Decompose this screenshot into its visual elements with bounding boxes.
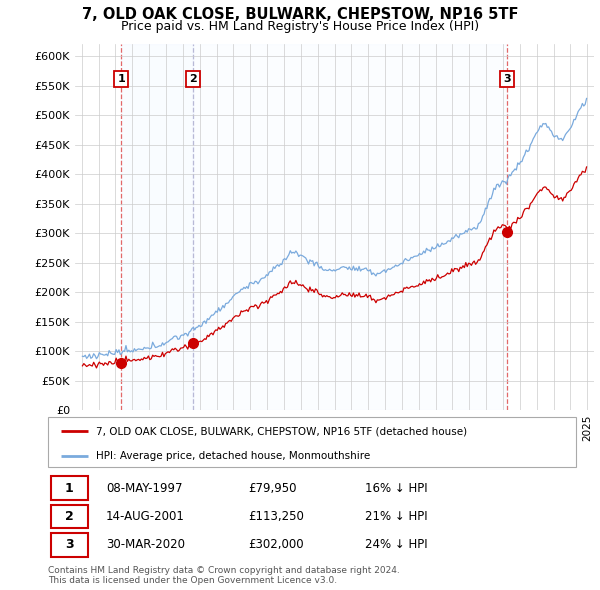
Text: HPI: Average price, detached house, Monmouthshire: HPI: Average price, detached house, Monm… xyxy=(95,451,370,461)
Text: 3: 3 xyxy=(503,74,511,84)
Text: 21% ↓ HPI: 21% ↓ HPI xyxy=(365,510,427,523)
FancyBboxPatch shape xyxy=(50,504,88,529)
Text: 7, OLD OAK CLOSE, BULWARK, CHEPSTOW, NP16 5TF (detached house): 7, OLD OAK CLOSE, BULWARK, CHEPSTOW, NP1… xyxy=(95,426,467,436)
FancyBboxPatch shape xyxy=(50,533,88,557)
Text: 2: 2 xyxy=(190,74,197,84)
Text: 1: 1 xyxy=(65,482,73,495)
Bar xyxy=(193,44,507,410)
Text: Contains HM Land Registry data © Crown copyright and database right 2024.
This d: Contains HM Land Registry data © Crown c… xyxy=(48,566,400,585)
Text: Price paid vs. HM Land Registry's House Price Index (HPI): Price paid vs. HM Land Registry's House … xyxy=(121,20,479,33)
FancyBboxPatch shape xyxy=(50,476,88,500)
Bar xyxy=(121,44,193,410)
Text: 3: 3 xyxy=(65,538,73,551)
Text: 2: 2 xyxy=(65,510,73,523)
Text: 08-MAY-1997: 08-MAY-1997 xyxy=(106,482,182,495)
FancyBboxPatch shape xyxy=(48,417,576,467)
Text: £79,950: £79,950 xyxy=(248,482,297,495)
Text: 14-AUG-2001: 14-AUG-2001 xyxy=(106,510,185,523)
Text: 24% ↓ HPI: 24% ↓ HPI xyxy=(365,538,427,551)
Text: £302,000: £302,000 xyxy=(248,538,304,551)
Text: £113,250: £113,250 xyxy=(248,510,305,523)
Text: 7, OLD OAK CLOSE, BULWARK, CHEPSTOW, NP16 5TF: 7, OLD OAK CLOSE, BULWARK, CHEPSTOW, NP1… xyxy=(82,7,518,22)
Text: 30-MAR-2020: 30-MAR-2020 xyxy=(106,538,185,551)
Text: 16% ↓ HPI: 16% ↓ HPI xyxy=(365,482,427,495)
Text: 1: 1 xyxy=(118,74,125,84)
